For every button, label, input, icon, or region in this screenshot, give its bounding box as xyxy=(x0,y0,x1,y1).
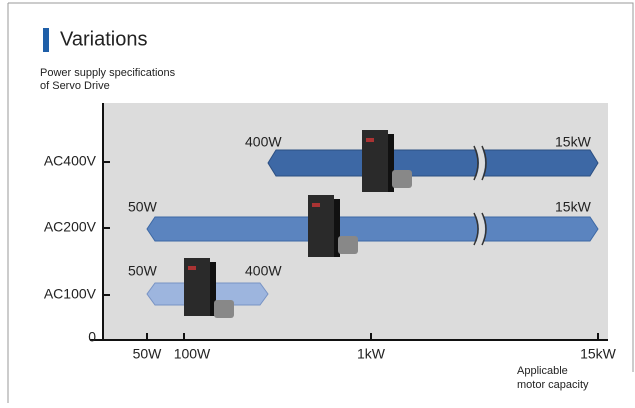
y-label: 0 xyxy=(88,329,96,345)
servo-drive xyxy=(184,130,412,318)
x-caption: Applicable xyxy=(517,365,568,377)
range-end: 15kW xyxy=(555,134,592,150)
range-end: 400W xyxy=(245,263,282,279)
y-label: AC200V xyxy=(44,219,97,235)
y-ticks xyxy=(103,161,110,296)
axis-break xyxy=(473,145,487,246)
range-start: 50W xyxy=(128,263,158,279)
range-arrow xyxy=(267,149,599,177)
title-marker xyxy=(43,28,49,52)
range-arrow xyxy=(146,216,599,242)
x-caption: motor capacity xyxy=(517,379,589,391)
x-label: 1kW xyxy=(357,346,386,362)
axis-break-gap xyxy=(475,146,485,245)
range-start: 50W xyxy=(128,199,158,215)
frame xyxy=(7,2,634,403)
x-label: 15kW xyxy=(580,346,617,362)
title: Variations xyxy=(60,28,147,50)
subtitle: Power supply specifications xyxy=(40,67,176,79)
x-ticks xyxy=(146,333,599,340)
x-label: 100W xyxy=(174,346,211,362)
range-start: 400W xyxy=(245,134,282,150)
x-label: 50W xyxy=(133,346,163,362)
subtitle: of Servo Drive xyxy=(40,80,110,92)
y-label: AC400V xyxy=(44,153,97,169)
y-label: AC100V xyxy=(44,286,97,302)
range-end: 15kW xyxy=(555,199,592,215)
